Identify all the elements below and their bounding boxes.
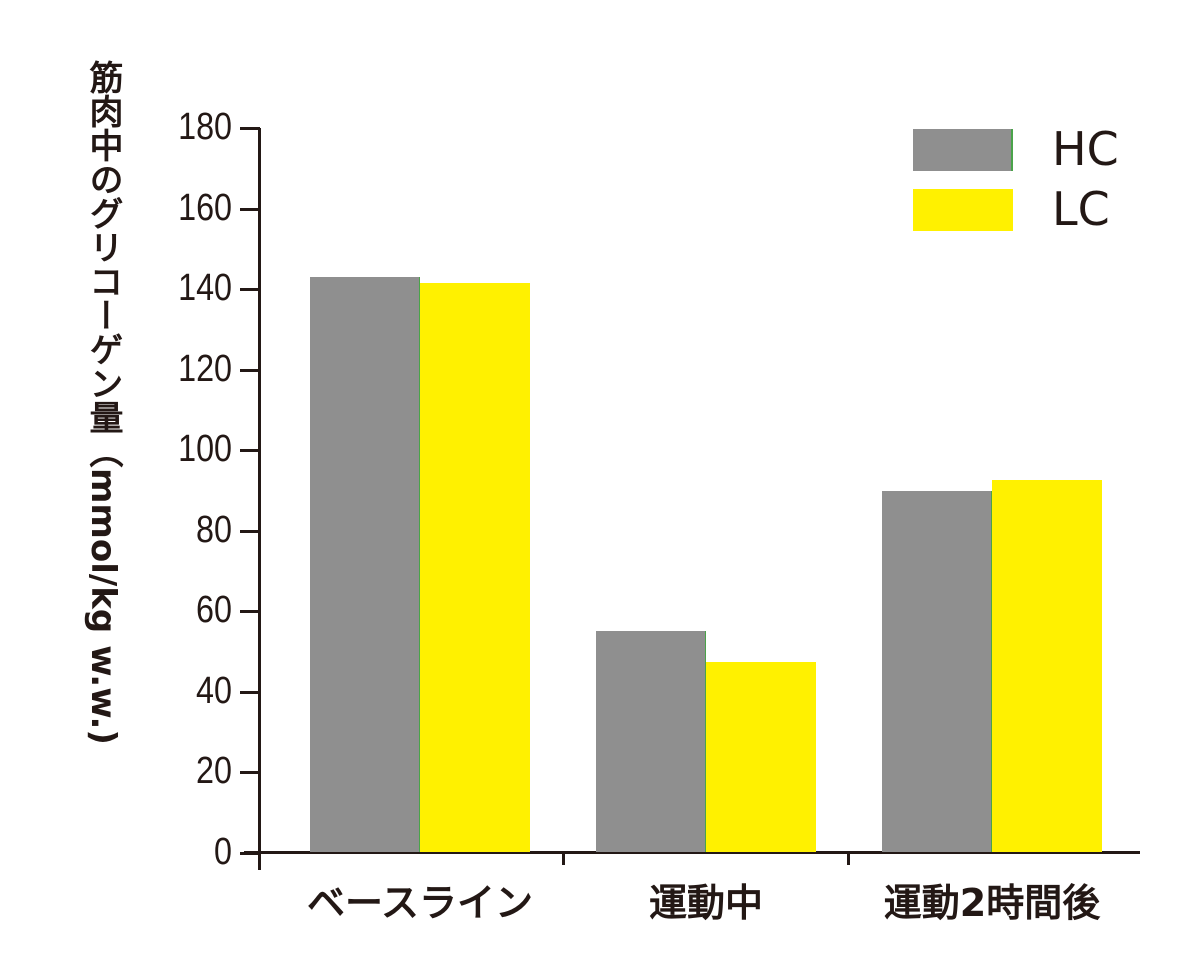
y-tick-mark <box>240 449 260 453</box>
y-tick-label: 100 <box>178 428 232 471</box>
legend-label-hc: HC <box>1052 122 1119 176</box>
y-tick-mark <box>240 690 260 694</box>
y-tick-mark <box>240 127 260 130</box>
y-tick-label: 180 <box>178 106 232 148</box>
bar-hc-1 <box>596 631 706 852</box>
x-tick-label: 運動中 <box>648 881 763 925</box>
bar-hc-0 <box>310 277 420 852</box>
x-tick-label: ベースライン <box>306 881 534 925</box>
y-tick-label: 140 <box>178 267 232 310</box>
y-tick-label: 20 <box>196 750 232 793</box>
y-tick-label: 40 <box>196 669 232 712</box>
legend-swatch-lc <box>913 189 1013 231</box>
legend-label-lc: LC <box>1052 182 1110 236</box>
y-tick-label: 80 <box>196 508 232 551</box>
bar-lc-0 <box>420 283 530 852</box>
x-tick-mark <box>847 853 850 865</box>
bar-lc-1 <box>706 661 816 852</box>
y-tick-mark <box>240 207 260 211</box>
y-tick-label: 0 <box>214 831 232 873</box>
x-tick-mark <box>562 853 565 865</box>
legend-swatch-hc <box>913 129 1013 171</box>
y-tick-label: 160 <box>178 186 232 229</box>
y-tick-mark <box>240 852 260 855</box>
bar-lc-2 <box>992 480 1102 852</box>
y-axis-label: 筋肉中のグリコーゲン量（mmol/kg w.w.) <box>83 60 123 745</box>
y-tick-label: 60 <box>196 589 232 632</box>
y-tick-mark <box>240 288 260 292</box>
x-tick-label: 運動2時間後 <box>883 881 1101 925</box>
y-tick-mark <box>240 771 260 775</box>
y-tick-mark <box>240 368 260 372</box>
bar-hc-2 <box>882 490 992 852</box>
x-axis-line <box>244 851 1140 854</box>
y-tick-mark <box>240 529 260 533</box>
y-tick-label: 120 <box>178 347 232 390</box>
y-tick-mark <box>240 610 260 614</box>
y-axis-line <box>258 128 261 870</box>
